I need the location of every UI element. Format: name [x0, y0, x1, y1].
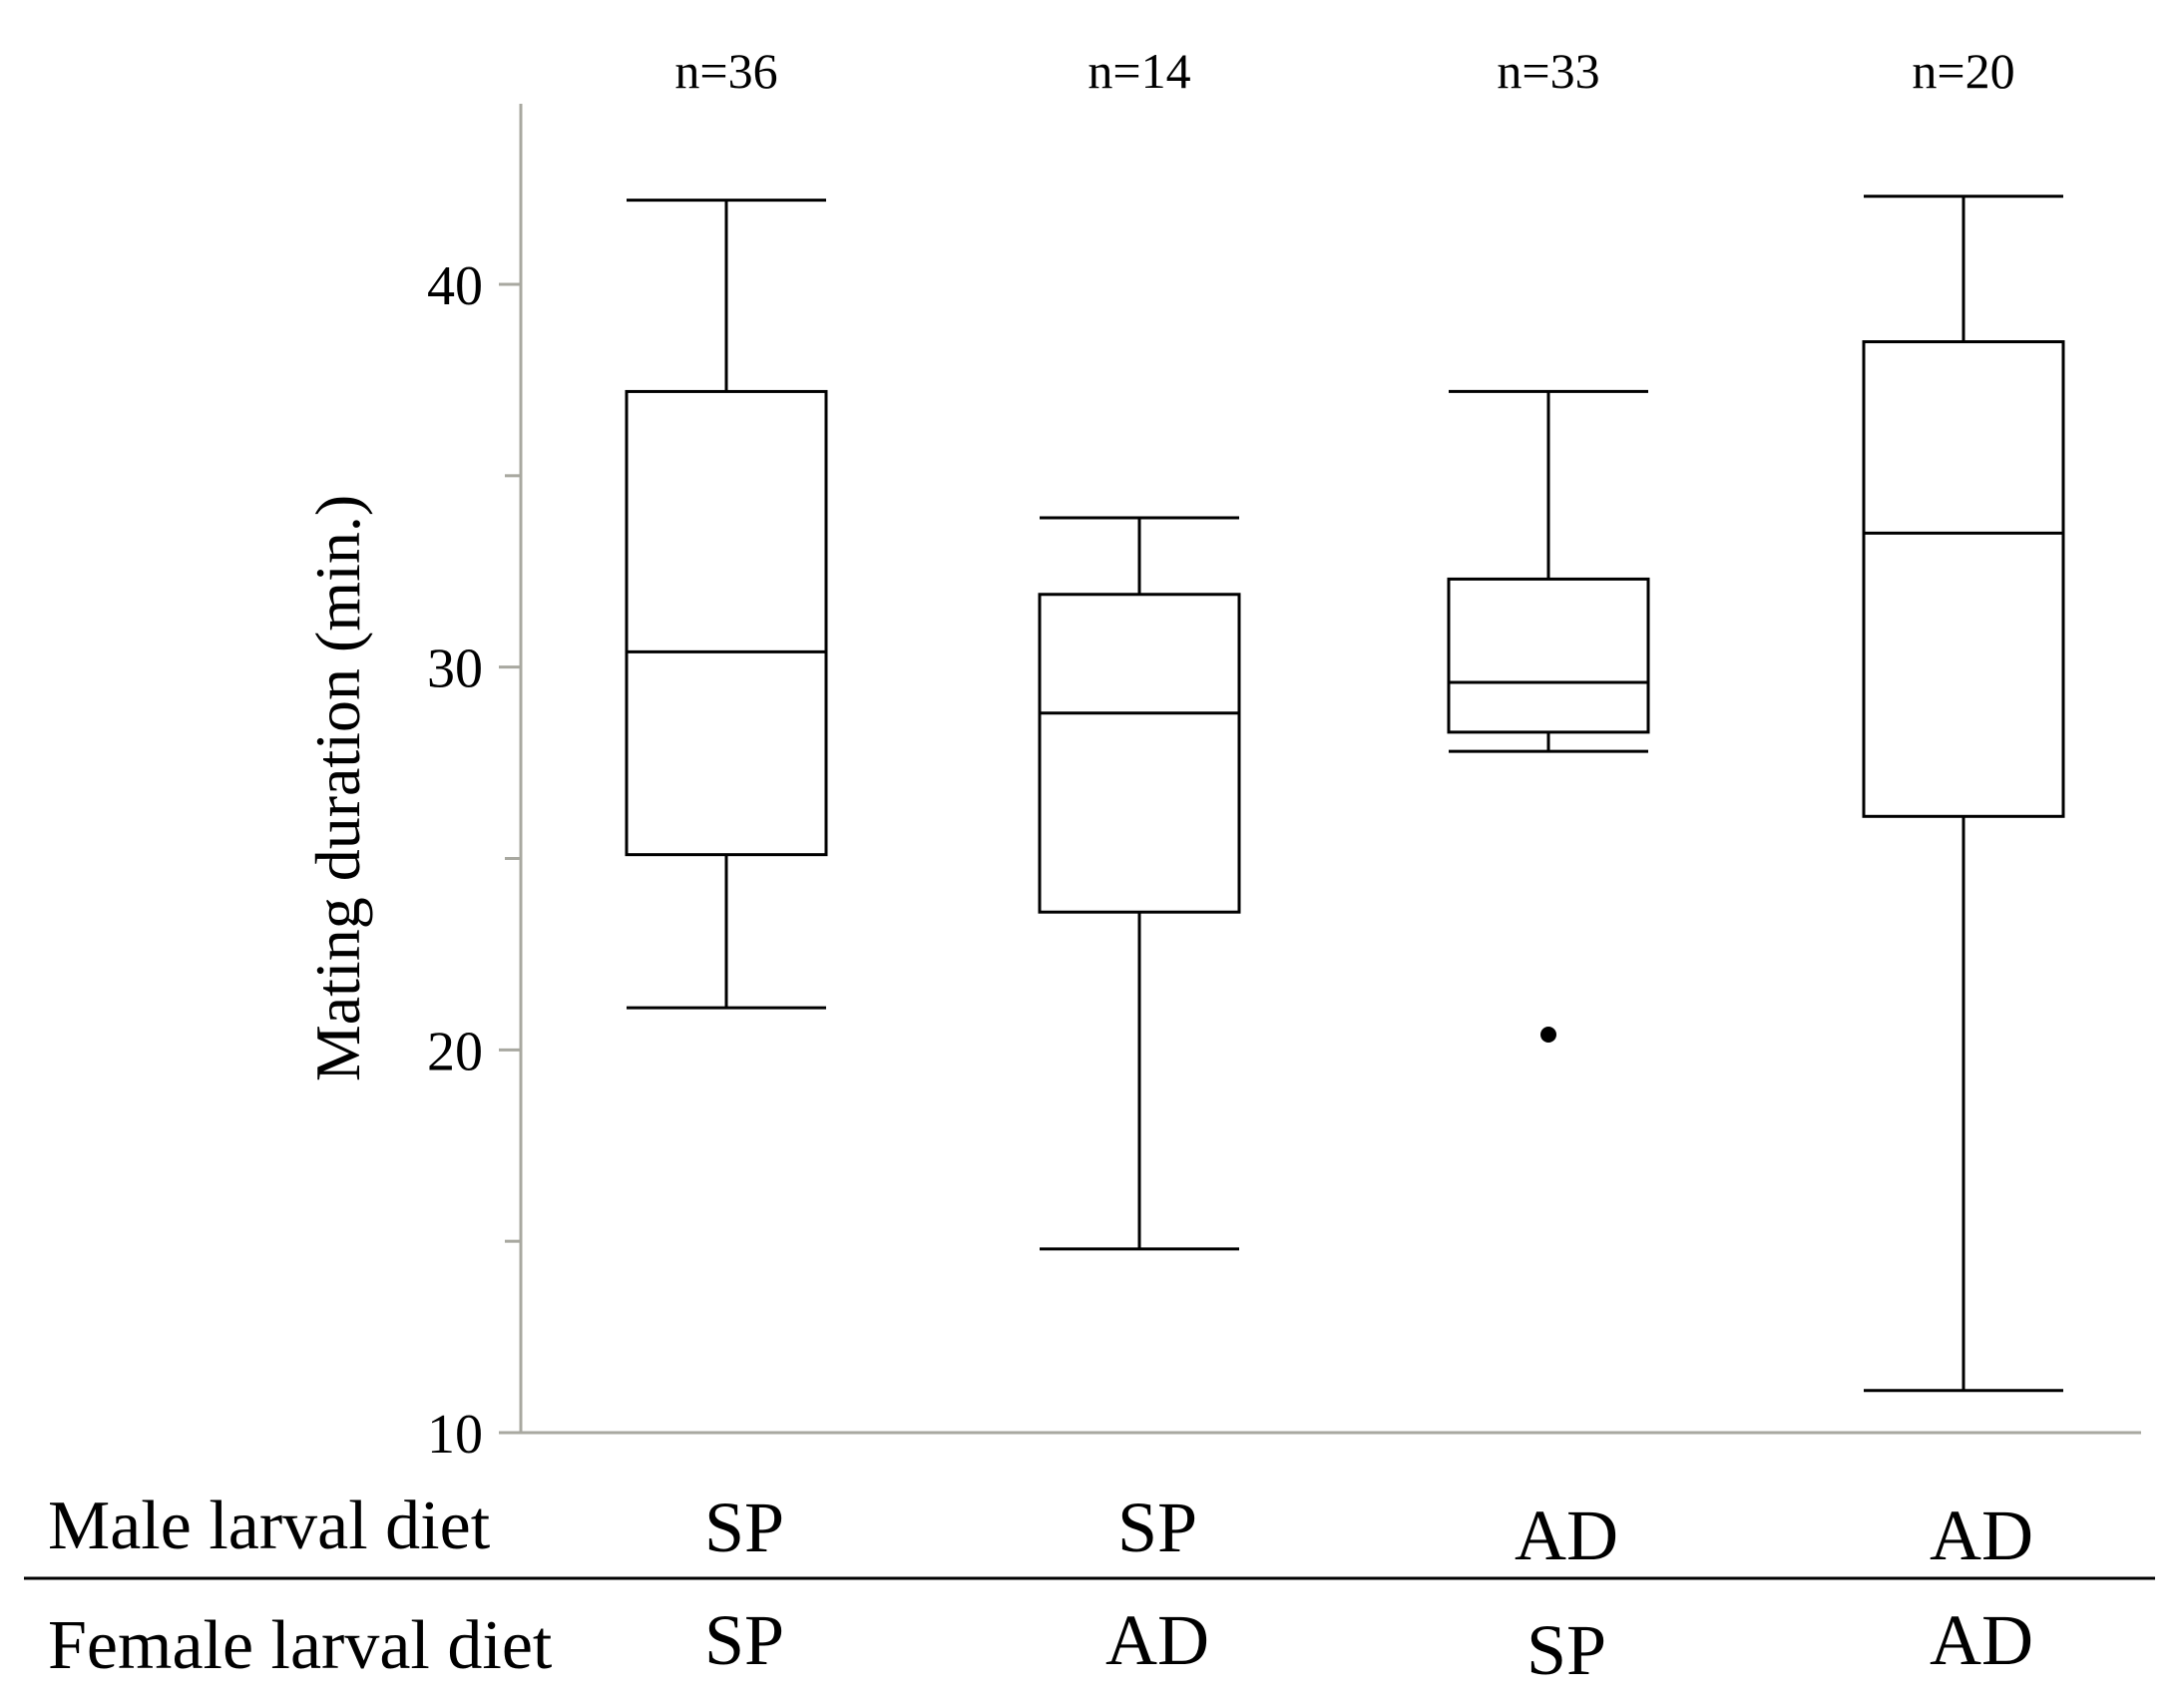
y-tick-label-20: 20	[427, 1021, 483, 1082]
y-axis-label: Mating duration (min.)	[302, 495, 373, 1081]
iqr-box	[625, 389, 828, 857]
iqr-box	[1862, 340, 2065, 818]
y-tick-label-30: 30	[427, 639, 483, 700]
box-group-1	[625, 199, 828, 1010]
box-group-3	[1447, 389, 1650, 1043]
female-diet-1: SP	[704, 1600, 784, 1680]
box-group-2	[1038, 516, 1241, 1251]
y-tick-label-40: 40	[427, 255, 483, 317]
female-diet-2: AD	[1105, 1600, 1209, 1680]
labels: Mating duration (min.) Male larval diet …	[24, 43, 2155, 1690]
outlier-point	[1540, 1026, 1556, 1043]
male-diet-2: SP	[1117, 1488, 1197, 1567]
iqr-box	[1038, 593, 1241, 914]
y-tick-label-10: 10	[427, 1404, 483, 1466]
male-diet-3: AD	[1515, 1495, 1618, 1575]
n-label-4: n=20	[1912, 43, 2014, 99]
n-label-1: n=36	[674, 43, 777, 99]
n-label-3: n=33	[1497, 43, 1599, 99]
male-larval-diet-label: Male larval diet	[48, 1488, 491, 1564]
axes: 10 20 30 40	[427, 104, 2141, 1466]
male-diet-4: AD	[1930, 1495, 2033, 1575]
boxes	[625, 195, 2065, 1393]
male-diet-1: SP	[704, 1488, 784, 1567]
n-label-2: n=14	[1088, 43, 1190, 99]
female-larval-diet-label: Female larval diet	[48, 1607, 553, 1684]
female-diet-4: AD	[1930, 1600, 2033, 1680]
female-diet-3: SP	[1526, 1610, 1606, 1690]
box-group-4	[1862, 195, 2065, 1393]
iqr-box	[1447, 577, 1650, 734]
